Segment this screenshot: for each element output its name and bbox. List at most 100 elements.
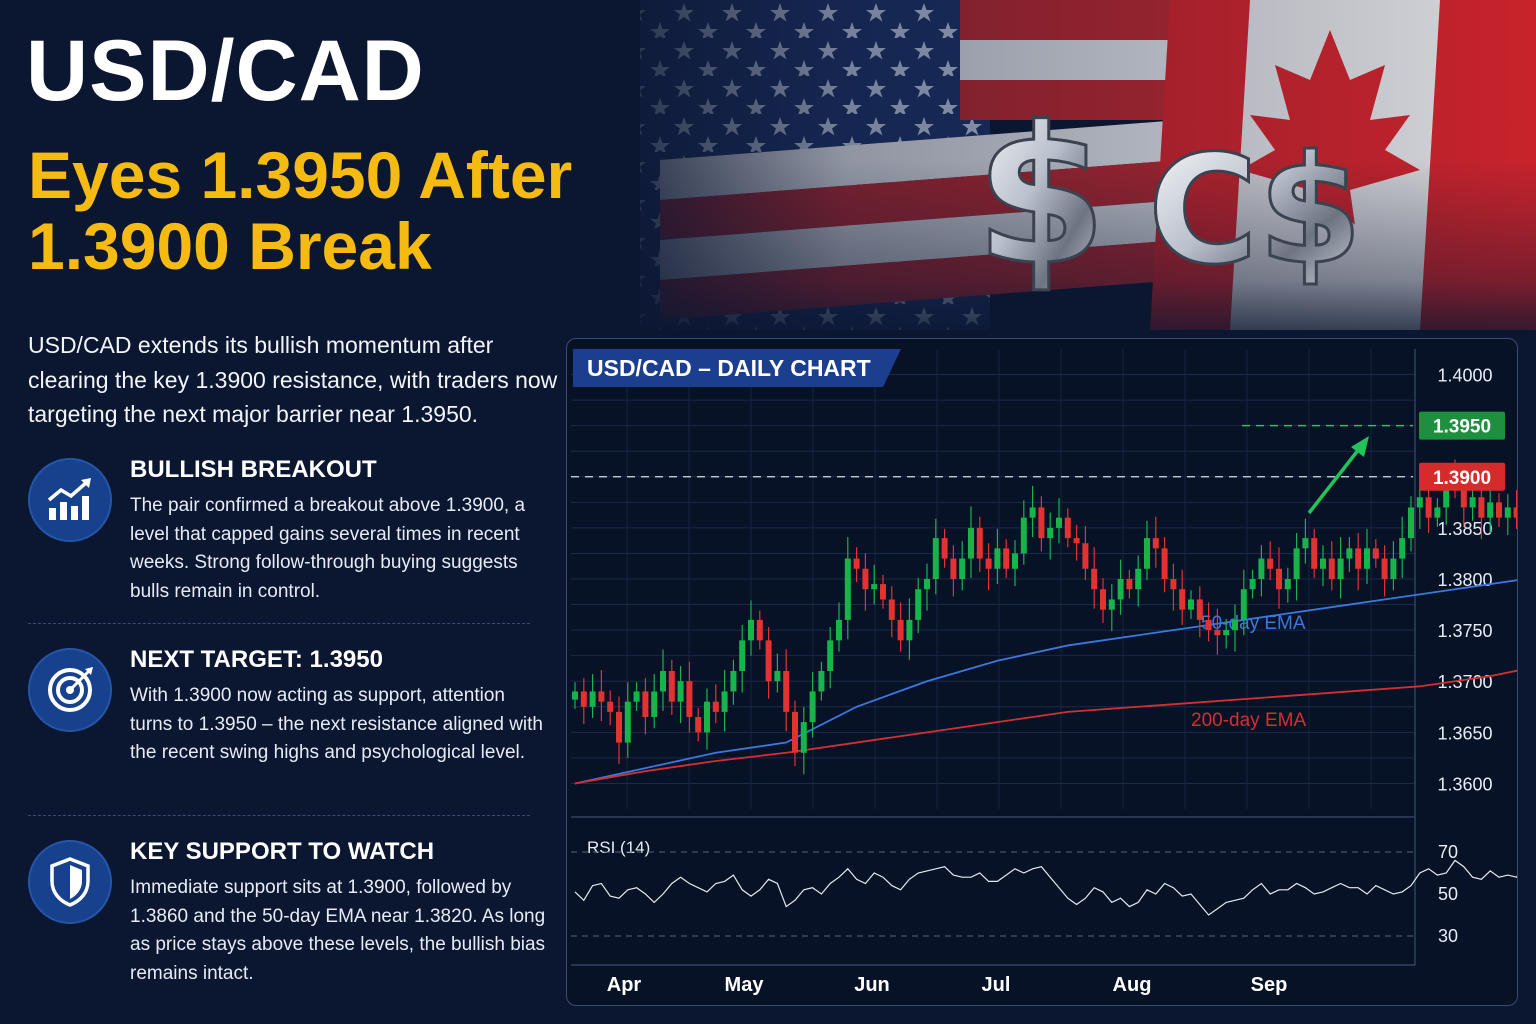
candle-body xyxy=(1390,558,1397,579)
candle-body xyxy=(853,558,860,569)
candle-body xyxy=(888,599,895,620)
candle-body xyxy=(1320,558,1326,569)
candle-body xyxy=(976,527,983,559)
candle-body xyxy=(1100,589,1106,610)
candle-body xyxy=(739,640,746,671)
candle-body xyxy=(1091,568,1098,590)
candle-body xyxy=(897,619,904,641)
candle-body xyxy=(1337,558,1344,579)
candle-body xyxy=(1355,548,1362,569)
candle-body xyxy=(580,691,587,707)
candle-body xyxy=(1126,579,1133,590)
target-icon xyxy=(28,648,112,732)
candle-body xyxy=(1144,538,1150,569)
daily-chart: USD/CAD – DAILY CHART 1.40001.38501.38001… xyxy=(571,349,1517,996)
candle-body xyxy=(1249,579,1256,590)
candle-body xyxy=(1469,497,1476,508)
candle-body xyxy=(651,691,658,717)
point-title: NEXT TARGET: 1.3950 xyxy=(130,646,383,673)
ema200-label: 200-day EMA xyxy=(1191,710,1306,731)
candle-body xyxy=(1284,579,1291,590)
x-tick-label: Jun xyxy=(854,974,890,996)
subtitle-line-1: Eyes 1.3950 After xyxy=(28,138,573,212)
x-tick-label: Apr xyxy=(607,974,642,996)
candle-body xyxy=(1117,579,1124,600)
candle-body xyxy=(994,548,1001,569)
candle-body xyxy=(572,691,578,700)
candle-body xyxy=(836,619,842,641)
dollar-symbol: $ xyxy=(975,86,1107,307)
candle-body xyxy=(1188,599,1194,610)
candle-body xyxy=(1082,543,1089,569)
candle-body xyxy=(1478,497,1485,518)
candle-body xyxy=(1434,507,1441,518)
rsi-tick-label: 30 xyxy=(1438,926,1458,946)
candle-body xyxy=(704,701,710,733)
candle-body xyxy=(915,589,922,620)
candle-body xyxy=(765,640,772,682)
candle-body xyxy=(1196,599,1203,620)
candle-body xyxy=(1496,502,1502,518)
candle-body xyxy=(1179,589,1186,610)
cad-symbol: C$ xyxy=(1148,124,1362,298)
candle-body xyxy=(827,640,834,671)
chart-panel: USD/CAD – DAILY CHART 1.4000 1.3850 1.3800 1… xyxy=(566,338,1518,1006)
candle-body xyxy=(906,619,913,641)
ema50-label: 50-day EMA xyxy=(1201,613,1306,634)
candle-body xyxy=(1311,538,1318,569)
candle-body xyxy=(607,701,614,712)
candle-body xyxy=(1267,558,1274,569)
candle-body xyxy=(862,568,869,590)
candle-body xyxy=(1161,548,1168,579)
candle-body xyxy=(871,584,878,590)
candle-body xyxy=(1152,538,1159,549)
candle-body xyxy=(1020,517,1027,554)
x-tick-label: Jul xyxy=(982,974,1011,996)
candle-body xyxy=(1038,507,1045,539)
candle-body xyxy=(774,671,781,682)
growth-chart-icon xyxy=(28,458,112,542)
candle-body xyxy=(950,558,957,579)
candle-body xyxy=(844,558,851,620)
y-tick-label: 1.4000 xyxy=(1437,366,1492,386)
candle-body xyxy=(1302,538,1309,549)
point-text: The pair confirmed a breakout above 1.39… xyxy=(130,495,526,602)
rsi-line xyxy=(574,859,1517,916)
candle-body xyxy=(1372,548,1379,559)
page-subtitle: Eyes 1.3950 After 1.3900 Break xyxy=(28,138,788,283)
candle-body xyxy=(818,671,825,692)
candle-body xyxy=(809,691,816,723)
point-text: Immediate support sits at 1.3900, follow… xyxy=(130,877,546,984)
chart-title: USD/CAD – DAILY CHART xyxy=(587,355,871,381)
y-tick-label: 1.3850 xyxy=(1437,519,1492,539)
rsi-label: RSI (14) xyxy=(587,838,650,857)
candle-body xyxy=(1064,517,1071,539)
candle-body xyxy=(616,711,622,743)
candle-body xyxy=(1073,538,1080,544)
candle-body xyxy=(1425,497,1432,518)
candle-body xyxy=(1205,619,1212,631)
candle-body xyxy=(1399,538,1406,559)
candle-body xyxy=(721,691,728,712)
candle-body xyxy=(756,619,763,641)
y-tick-label: 1.3600 xyxy=(1437,774,1492,794)
candle-body xyxy=(1047,527,1054,539)
candle-body xyxy=(1108,599,1115,610)
candle-body xyxy=(800,722,807,753)
candle-body xyxy=(968,527,974,559)
candle-body xyxy=(748,619,754,641)
ema-line xyxy=(574,669,1517,785)
breakout-arrowhead xyxy=(1351,436,1369,457)
level-badge xyxy=(1419,462,1505,491)
candle-body xyxy=(1240,589,1247,620)
candle-body xyxy=(880,584,886,600)
candle-body xyxy=(624,701,631,743)
level-badge-label: 1.3900 xyxy=(1433,468,1491,489)
candle-body xyxy=(783,671,790,712)
level-badge xyxy=(1419,411,1505,440)
breakout-arrow xyxy=(1307,447,1361,515)
shield-icon xyxy=(28,840,112,924)
candle-body xyxy=(668,671,675,702)
divider xyxy=(28,815,530,816)
chart-title-badge xyxy=(573,349,901,387)
